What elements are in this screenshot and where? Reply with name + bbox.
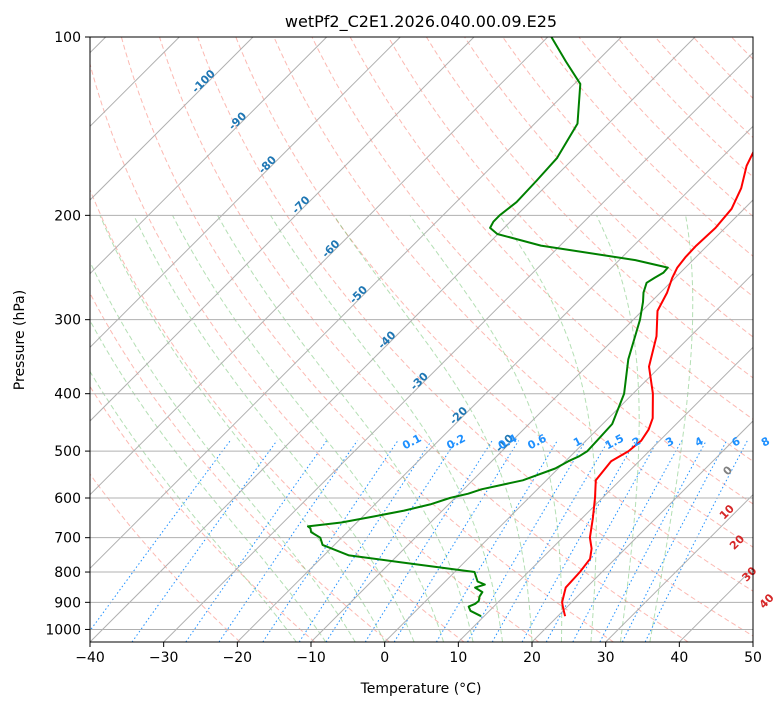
- dry-adiabat-line: [90, 292, 390, 642]
- x-tick-label: 30: [597, 650, 615, 666]
- dry-adiabat-line: [90, 188, 465, 642]
- y-tick-label: 500: [54, 444, 81, 460]
- dry-adiabat-line: [425, 37, 753, 379]
- y-tick-label: 600: [54, 491, 81, 507]
- y-tick-label: 100: [54, 30, 81, 46]
- dry-adiabat-line: [90, 62, 540, 642]
- mixing-ratio-line: [545, 440, 659, 642]
- isotherm-line: [90, 37, 622, 570]
- y-tick-label: 800: [54, 565, 81, 581]
- dry-adiabat-line: [502, 37, 753, 298]
- x-tick-label: 0: [380, 650, 389, 666]
- axes: −40 −30 −20 −10 0 10 20 30 40 50 100 200 300 400 500 60…: [45, 30, 762, 666]
- isotherm-line: [90, 37, 549, 496]
- x-tick-label: −10: [296, 650, 326, 666]
- dry-adiabat-line: [197, 37, 753, 637]
- moist-adiabat-line: [649, 215, 694, 642]
- mixing-ratio-line: [90, 440, 231, 632]
- moist-adiabat-line: [133, 215, 415, 642]
- isotherm-line: [531, 420, 753, 642]
- x-tick-label: −30: [149, 650, 179, 666]
- isotherm-line: [163, 51, 753, 642]
- y-tick-label: 200: [54, 208, 81, 224]
- isotherm-line: [236, 125, 753, 642]
- isotherm-line: [90, 37, 696, 642]
- mixing-ratio-line: [467, 440, 587, 642]
- isotherm-line: [310, 199, 753, 642]
- moist-adiabat-line: [90, 319, 327, 642]
- isotherm-line: [457, 346, 753, 642]
- mixing-ratio-line: [491, 440, 609, 642]
- dewpoint-line: [307, 37, 669, 618]
- mixing-ratio-line: [298, 440, 432, 642]
- y-axis-label: Pressure (hPa): [12, 290, 28, 390]
- x-tick-label: 10: [449, 650, 467, 666]
- dry-adiabat-line: [120, 37, 614, 642]
- moist-adiabat-line: [270, 215, 503, 642]
- y-tick-label: 300: [54, 313, 81, 329]
- mixing-ratio-line: [521, 440, 637, 642]
- moist-adiabat-line: [90, 370, 297, 642]
- isotherm-line: [90, 37, 401, 349]
- x-axis-label: Temperature (°C): [360, 681, 482, 697]
- isotherm-line: [90, 37, 328, 275]
- x-tick-label: 50: [744, 650, 762, 666]
- moist-adiabat-line: [499, 215, 597, 642]
- y-tick-label: 700: [54, 531, 81, 547]
- dry-adiabat-line: [387, 37, 753, 420]
- isotherm-line: [384, 272, 753, 642]
- isotherm-line: [90, 37, 254, 201]
- y-tick-label: 400: [54, 387, 81, 403]
- x-tick-label: −40: [75, 650, 105, 666]
- dry-adiabat-line: [90, 385, 316, 642]
- dry-adiabat-line: [235, 37, 753, 592]
- mixing-ratio-line: [325, 440, 457, 642]
- moist-adiabat-line: [596, 215, 640, 642]
- x-tick-label: 20: [523, 650, 541, 666]
- mixing-ratio-line: [644, 440, 748, 642]
- isotherm-line: [90, 37, 475, 422]
- moist-adiabat-line: [90, 260, 356, 642]
- mixing-ratio-line: [185, 440, 328, 642]
- pressure-grid: [90, 37, 753, 630]
- dry-adiabat-line: [311, 37, 753, 505]
- background-lines: [90, 37, 753, 642]
- x-tick-label: 40: [670, 650, 688, 666]
- mixing-ratio-line: [364, 440, 493, 642]
- moist-adiabat-line: [409, 215, 563, 642]
- chart-title: wetPf2_C2E1.2026.040.00.09.E25: [285, 12, 557, 32]
- isotherm-line: [605, 493, 753, 642]
- mixing-ratio-line: [131, 440, 278, 642]
- plot-frame: [89, 36, 754, 643]
- mixing-ratio-line: [572, 440, 683, 642]
- dry-adiabat-line: [158, 37, 689, 642]
- temperature-line: [561, 150, 753, 617]
- profile-series: [307, 37, 753, 618]
- x-tick-label: −20: [223, 650, 253, 666]
- moist-adiabat-line: [99, 215, 386, 642]
- mixing-ratio-line: [435, 440, 558, 642]
- y-tick-label: 1000: [45, 622, 81, 638]
- moist-adiabat-line: [172, 215, 445, 642]
- mixing-ratio-line: [262, 440, 399, 642]
- y-tick-label: 900: [54, 595, 81, 611]
